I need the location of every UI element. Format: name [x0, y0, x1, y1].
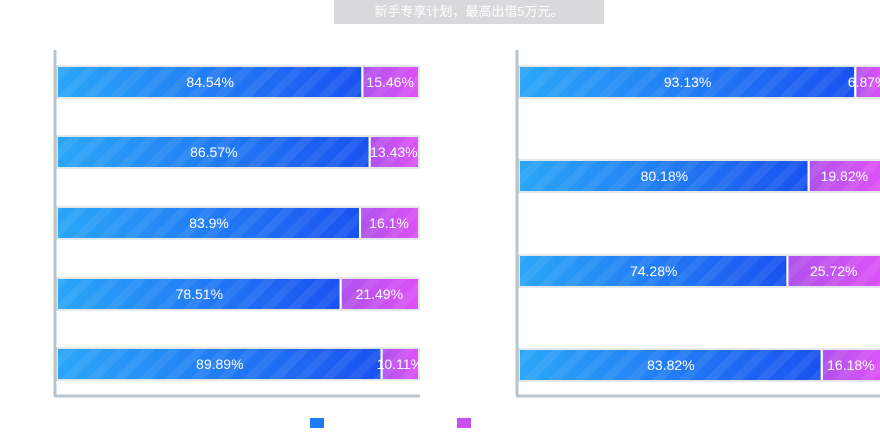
legend-swatch-purple [457, 418, 471, 428]
data-label-purple: 6.87% [848, 74, 880, 90]
data-label-purple: 16.18% [827, 357, 874, 373]
data-label-purple: 25.72% [810, 263, 857, 279]
data-label-blue: 83.9% [189, 215, 229, 231]
data-label-blue: 89.89% [196, 356, 243, 372]
right-bar-row-3: 74.28% 25.72% [518, 254, 880, 288]
data-label-purple: 10.11% [377, 356, 423, 372]
right-stacked-bar-chart: 93.13% 6.87% 80.18% 19.82% 74.28% 25.72% 83.82… [514, 50, 880, 400]
left-bar-row-5: 89.89% 10.11% [56, 347, 423, 381]
data-label-purple: 13.43% [370, 144, 417, 160]
left-bar-row-2: 86.57% 13.43% [56, 135, 420, 169]
right-bar-row-2: 80.18% 19.82% [518, 159, 880, 193]
banner-title: 新手专享计划，最高出借5万元。 [334, 0, 604, 24]
data-label-purple: 19.82% [821, 168, 868, 184]
left-stacked-bar-chart: 84.54% 15.46% 86.57% 13.43% 83.9% 16.1% 78.51%… [52, 50, 423, 400]
left-bar-row-1: 84.54% 15.46% [56, 65, 420, 99]
left-bar-row-4: 78.51% 21.49% [56, 277, 420, 311]
data-label-blue: 86.57% [190, 144, 237, 160]
left-bar-row-3: 83.9% 16.1% [56, 206, 420, 240]
data-label-blue: 83.82% [647, 357, 694, 373]
data-label-blue: 74.28% [630, 263, 677, 279]
legend [0, 418, 880, 430]
data-label-blue: 78.51% [176, 286, 223, 302]
data-label-purple: 15.46% [366, 74, 413, 90]
legend-swatch-blue [310, 418, 324, 428]
right-bar-row-1: 93.13% 6.87% [518, 65, 880, 99]
right-chart-svg: 93.13% 6.87% 80.18% 19.82% 74.28% 25.72% 83.82… [515, 50, 880, 398]
data-label-blue: 84.54% [186, 74, 233, 90]
data-label-purple: 21.49% [356, 286, 403, 302]
data-label-blue: 80.18% [641, 168, 688, 184]
data-label-blue: 93.13% [664, 74, 711, 90]
left-chart-svg: 84.54% 15.46% 86.57% 13.43% 83.9% 16.1% 78.51%… [53, 50, 423, 398]
right-bar-row-4: 83.82% 16.18% [518, 348, 880, 382]
data-label-purple: 16.1% [369, 215, 409, 231]
